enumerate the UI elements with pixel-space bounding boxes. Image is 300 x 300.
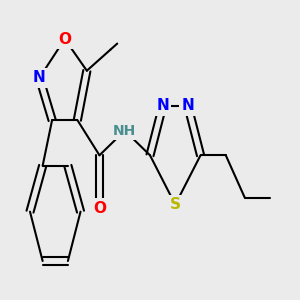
Text: S: S (170, 197, 181, 212)
Text: N: N (33, 70, 46, 85)
Text: NH: NH (113, 124, 136, 138)
Text: O: O (58, 32, 71, 46)
Text: N: N (156, 98, 169, 113)
Text: O: O (93, 201, 106, 216)
Text: N: N (182, 98, 194, 113)
